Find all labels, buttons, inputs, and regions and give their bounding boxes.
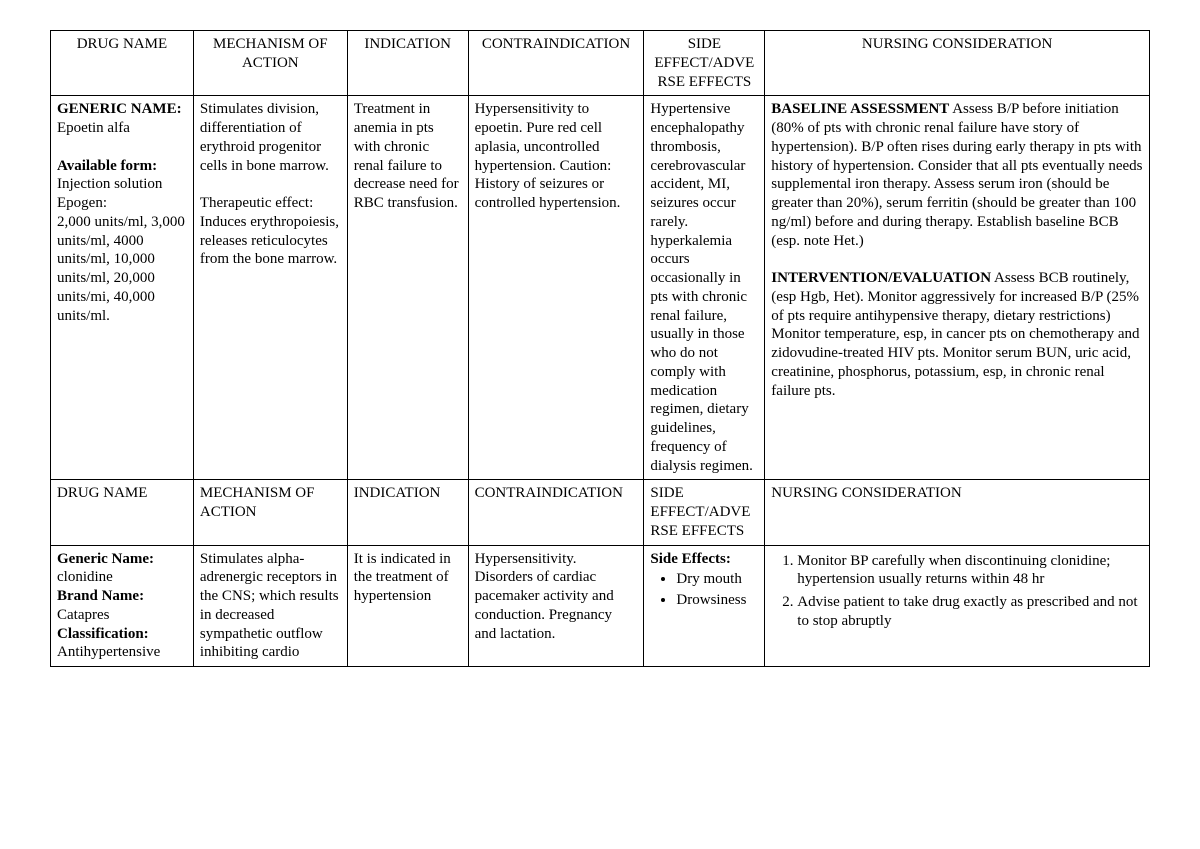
generic-name-value: Epoetin alfa <box>57 119 187 138</box>
list-item: Advise patient to take drug exactly as p… <box>797 593 1143 631</box>
col-side-effects: SIDE EFFECT/ADVERSE EFFECTS <box>644 480 765 545</box>
brand-name-value: Catapres <box>57 607 109 623</box>
col-contraindication: CONTRAINDICATION <box>468 31 644 96</box>
mechanism-p2: Therapeutic effect: Induces erythropoies… <box>200 194 341 269</box>
list-item: Drowsiness <box>676 591 758 610</box>
side-effects-list: Dry mouth Drowsiness <box>650 570 758 610</box>
col-indication: INDICATION <box>347 480 468 545</box>
table-header-row: DRUG NAME MECHANISM OF ACTION INDICATION… <box>51 480 1150 545</box>
col-nursing: NURSING CONSIDERATION <box>765 480 1150 545</box>
cell-indication: Treatment in anemia in pts with chronic … <box>347 96 468 480</box>
generic-name-label: Generic Name: <box>57 551 154 567</box>
cell-contraindication: Hypersensitivity to epoetin. Pure red ce… <box>468 96 644 480</box>
col-nursing: NURSING CONSIDERATION <box>765 31 1150 96</box>
brand-name-label: Brand Name: <box>57 588 144 604</box>
nursing-list: Monitor BP carefully when discontinuing … <box>771 552 1143 631</box>
available-form-value: Injection solution Epogen: 2,000 units/m… <box>57 175 187 325</box>
cell-mechanism: Stimulates alpha-adrenergic receptors in… <box>193 545 347 667</box>
cell-indication: It is indicated in the treatment of hype… <box>347 545 468 667</box>
intervention-text: Assess BCB routinely, (esp Hgb, Het). Mo… <box>771 270 1139 399</box>
cell-nursing: Monitor BP carefully when discontinuing … <box>765 545 1150 667</box>
generic-name-label: GENERIC NAME: <box>57 100 187 119</box>
intervention-heading: INTERVENTION/EVALUATION <box>771 270 991 286</box>
classification-label: Classification: <box>57 626 149 642</box>
available-form-label: Available form: <box>57 157 187 176</box>
table-row: Generic Name: clonidine Brand Name: Cata… <box>51 545 1150 667</box>
drug-table: DRUG NAME MECHANISM OF ACTION INDICATION… <box>50 30 1150 667</box>
baseline-assessment-text: Assess B/P before initiation (80% of pts… <box>771 101 1142 248</box>
side-effects-label: Side Effects: <box>650 551 730 567</box>
cell-drug-name: Generic Name: clonidine Brand Name: Cata… <box>51 545 194 667</box>
table-row: GENERIC NAME: Epoetin alfa Available for… <box>51 96 1150 480</box>
col-mechanism: MECHANISM OF ACTION <box>193 480 347 545</box>
classification-value: Antihypertensive <box>57 644 160 660</box>
generic-name-value: clonidine <box>57 569 113 585</box>
cell-nursing: BASELINE ASSESSMENT Assess B/P before in… <box>765 96 1150 480</box>
table-header-row: DRUG NAME MECHANISM OF ACTION INDICATION… <box>51 31 1150 96</box>
cell-drug-name: GENERIC NAME: Epoetin alfa Available for… <box>51 96 194 480</box>
cell-side-effects: Side Effects: Dry mouth Drowsiness <box>644 545 765 667</box>
cell-mechanism: Stimulates division, differentiation of … <box>193 96 347 480</box>
baseline-assessment-heading: BASELINE ASSESSMENT <box>771 101 949 117</box>
mechanism-p1: Stimulates division, differentiation of … <box>200 100 341 175</box>
cell-contraindication: Hypersensitivity. Disorders of cardiac p… <box>468 545 644 667</box>
col-drug-name: DRUG NAME <box>51 31 194 96</box>
col-mechanism: MECHANISM OF ACTION <box>193 31 347 96</box>
list-item: Dry mouth <box>676 570 758 589</box>
col-side-effects: SIDE EFFECT/ADVERSE EFFECTS <box>644 31 765 96</box>
list-item: Monitor BP carefully when discontinuing … <box>797 552 1143 590</box>
col-contraindication: CONTRAINDICATION <box>468 480 644 545</box>
col-indication: INDICATION <box>347 31 468 96</box>
col-drug-name: DRUG NAME <box>51 480 194 545</box>
cell-side-effects: Hypertensive encephalopathy thrombosis, … <box>644 96 765 480</box>
